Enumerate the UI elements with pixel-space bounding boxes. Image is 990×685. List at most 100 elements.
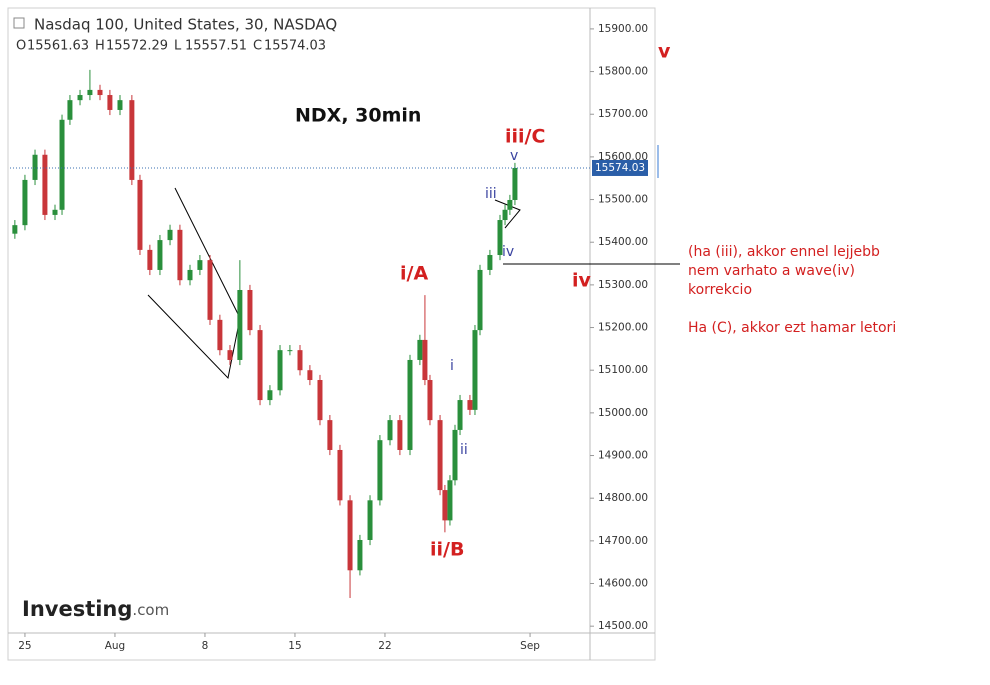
ohlc-key: L	[174, 39, 182, 54]
y-tick-label: 15600.00	[598, 151, 648, 163]
frame	[7, 7, 656, 661]
candle-body	[117, 100, 123, 110]
wave-label: i	[450, 358, 454, 374]
note: (ha (iii), akkor ennel lejjebb	[688, 244, 880, 260]
wave-label: iii	[485, 186, 497, 202]
candle-body	[129, 100, 135, 180]
candle-body	[437, 420, 443, 491]
candle-body	[187, 269, 193, 281]
candle-body	[407, 359, 413, 450]
candle-body	[357, 539, 363, 571]
brand-suffix: .com	[132, 601, 169, 619]
heading: NDX, 30min	[295, 105, 421, 127]
candle-body	[377, 440, 383, 501]
candle-body	[297, 350, 303, 371]
y-tick-label: 15200.00	[598, 322, 648, 334]
y-tick-label: 15300.00	[598, 279, 648, 291]
note: nem varhato a wave(iv)	[688, 263, 855, 279]
candle-body	[137, 179, 143, 250]
y-tick-label: 14900.00	[598, 450, 648, 462]
candle-body	[247, 289, 253, 331]
candle-body	[452, 429, 458, 481]
y-tick-label: 14700.00	[598, 535, 648, 547]
note: Ha (C), akkor ezt hamar letori	[688, 320, 896, 336]
candle-body	[167, 229, 173, 241]
candle-body	[487, 255, 493, 270]
candle-body	[447, 480, 453, 521]
candle-body	[207, 260, 213, 320]
candle-body	[22, 179, 28, 226]
candle-body	[442, 490, 448, 521]
candle-body	[507, 199, 513, 210]
candle-body	[387, 420, 393, 441]
candle-body	[502, 209, 508, 221]
candle-body	[307, 370, 313, 381]
x-tick-label: 8	[202, 640, 209, 652]
last-price-tag	[592, 159, 648, 176]
ohlc-value: 15557.51	[185, 39, 247, 54]
candle-body	[197, 260, 203, 270]
brand: Investing.com	[22, 597, 169, 621]
brand: Investing	[22, 597, 132, 621]
candle-body	[457, 400, 463, 430]
candle-body	[97, 89, 103, 96]
candle-body	[147, 249, 153, 270]
y-tick-label: 14500.00	[598, 620, 648, 632]
wave-label: ii/B	[430, 539, 464, 561]
candle-body	[397, 420, 403, 450]
candle-body	[42, 154, 48, 215]
triangle-line	[494, 199, 521, 229]
y-tick-label: 15500.00	[598, 194, 648, 206]
wave-label: iv	[502, 244, 514, 260]
candle-body	[52, 209, 58, 215]
y-tick-label: 15100.00	[598, 364, 648, 376]
x-tick-label: Aug	[105, 640, 126, 652]
candle-body	[12, 225, 18, 234]
candle-body	[337, 449, 343, 501]
ohlc-key: H	[95, 39, 105, 54]
candle-body	[472, 330, 478, 410]
candle-body	[287, 350, 293, 352]
candle-body	[277, 350, 283, 391]
candle-body	[177, 229, 183, 281]
candle-body	[87, 89, 93, 96]
candle-body	[257, 330, 263, 401]
candle-body	[347, 500, 353, 571]
candle-body	[77, 95, 83, 101]
x-tick-label: 15	[288, 640, 301, 652]
ohlc-value: 15561.63	[27, 39, 89, 54]
wave-label: v	[510, 148, 518, 164]
ohlc-legend: O 15561.63 H 15572.29 L 15557.51 C 15574.03	[16, 39, 326, 54]
candle-body	[237, 289, 243, 360]
note: korrekcio	[688, 282, 752, 298]
candle-body	[317, 380, 323, 421]
candle-body	[427, 380, 433, 421]
wave-label: iv	[572, 270, 592, 292]
candle-body	[497, 220, 503, 256]
x-tick-label: 25	[18, 640, 31, 652]
ohlc-value: 15574.03	[264, 39, 326, 54]
ohlc-value: 15572.29	[106, 39, 168, 54]
wave-label: v	[658, 41, 671, 63]
candle-body	[107, 95, 113, 110]
candle-body	[417, 339, 423, 360]
y-tick-label: 14800.00	[598, 492, 648, 504]
y-tick-label: 14600.00	[598, 578, 648, 590]
wave-label: i/A	[400, 263, 428, 285]
candle-body	[477, 269, 483, 331]
ohlc-key: O	[16, 39, 26, 54]
candle-body	[367, 500, 373, 540]
candle-body	[267, 390, 273, 401]
wave-label: iii/C	[505, 126, 545, 148]
candle-body	[512, 167, 518, 200]
candle-body	[422, 339, 428, 381]
y-tick-label: 15000.00	[598, 407, 648, 419]
ohlc-key: C	[253, 39, 262, 54]
y-tick-label: 15900.00	[598, 23, 648, 35]
candle-body	[59, 119, 65, 210]
y-tick-label: 15400.00	[598, 236, 648, 248]
candle-body	[157, 240, 163, 270]
candle-body	[467, 400, 473, 410]
collapse-icon[interactable]	[13, 17, 25, 29]
